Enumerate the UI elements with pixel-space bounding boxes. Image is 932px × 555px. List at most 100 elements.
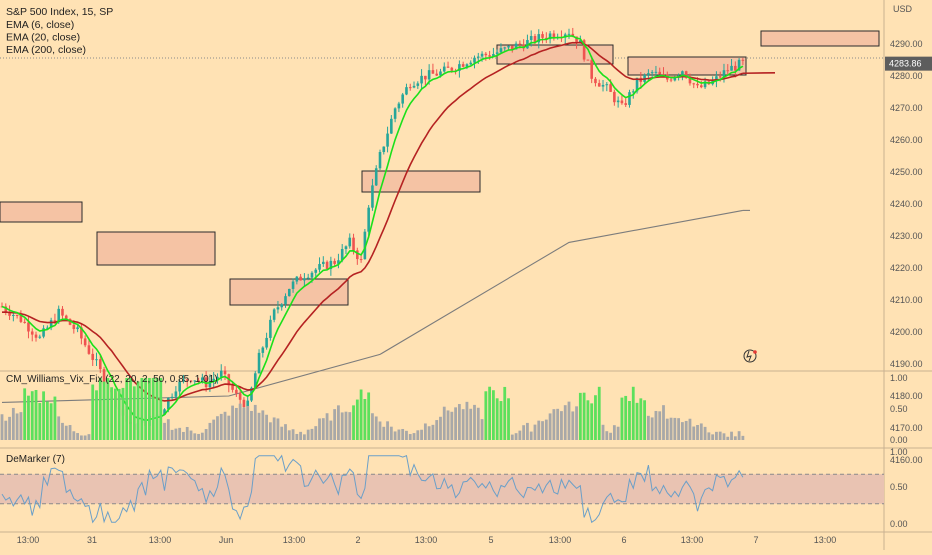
vix-bar — [125, 378, 128, 440]
candle-body — [726, 70, 729, 71]
vix-bar — [515, 433, 518, 440]
drawn-zone[interactable] — [0, 202, 82, 222]
candle-body — [606, 84, 609, 85]
candle-body — [481, 54, 484, 57]
candle-body — [598, 83, 601, 86]
price-tick-label: 4170.00 — [890, 423, 923, 433]
candle-body — [12, 315, 15, 316]
price-tick-label: 4200.00 — [890, 327, 923, 337]
vix-bar — [348, 412, 351, 440]
demarker-tick-label: 1.00 — [890, 447, 908, 457]
vix-bar — [541, 421, 544, 440]
vix-bar — [730, 432, 733, 440]
candle-body — [345, 246, 348, 249]
vix-bar — [696, 425, 699, 440]
vix-bar — [738, 431, 741, 440]
vix-bar — [235, 408, 238, 440]
ema-legend-label[interactable]: EMA (20, close) — [6, 32, 80, 44]
vix-bar — [356, 400, 359, 440]
ema-legend-label[interactable]: EMA (200, close) — [6, 44, 86, 56]
vix-bar — [689, 419, 692, 440]
vix-bar — [307, 430, 310, 440]
vix-bar — [258, 413, 261, 440]
candle-body — [99, 359, 102, 369]
candle-body — [503, 47, 506, 48]
drawn-zone[interactable] — [97, 232, 215, 265]
demarker-band — [0, 474, 884, 504]
candle-body — [91, 354, 94, 360]
ema-legend-label[interactable]: EMA (6, close) — [6, 19, 74, 31]
candle-body — [95, 359, 98, 360]
vix-bar — [140, 378, 143, 440]
candle-body — [451, 68, 454, 71]
vix-bar — [167, 419, 170, 440]
candle-body — [719, 76, 722, 77]
vix-bar — [564, 405, 567, 440]
vix-tick-label: 0.00 — [890, 435, 908, 445]
candle-body — [587, 60, 590, 61]
candle-body — [519, 44, 522, 45]
candle-body — [35, 335, 38, 338]
vix-bar — [360, 389, 363, 440]
candle-body — [488, 55, 491, 57]
vix-bar — [715, 432, 718, 440]
demarker-indicator-label[interactable]: DeMarker (7) — [6, 454, 65, 465]
candle-body — [243, 400, 246, 407]
vix-bar — [624, 396, 627, 440]
vix-bar — [632, 387, 635, 440]
time-tick-label: 13:00 — [149, 535, 172, 545]
drawn-zone[interactable] — [761, 31, 879, 46]
candle-body — [303, 278, 306, 280]
candle-body — [613, 92, 616, 102]
candle-body — [23, 322, 26, 323]
vix-bar — [20, 412, 23, 440]
vix-bar — [23, 388, 26, 440]
vix-bar — [681, 422, 684, 440]
vix-bar — [182, 432, 185, 440]
candle-body — [258, 353, 261, 373]
vix-bar — [481, 419, 484, 440]
candle-body — [326, 262, 329, 269]
price-tick-label: 4190.00 — [890, 359, 923, 369]
vix-bar — [106, 378, 109, 440]
vix-bar — [80, 435, 83, 440]
candle-body — [485, 54, 488, 55]
vix-bar — [602, 425, 605, 440]
vix-bar — [643, 400, 646, 440]
vix-bar — [178, 428, 181, 440]
vix-bar — [556, 409, 559, 440]
vix-bar — [549, 413, 552, 440]
candle-body — [224, 371, 227, 375]
vix-bar — [719, 432, 722, 440]
candle-body — [651, 72, 654, 73]
candle-body — [235, 390, 238, 394]
vix-bar — [579, 393, 582, 440]
vix-bar — [337, 405, 340, 440]
vix-bar — [466, 402, 469, 440]
candle-body — [269, 320, 272, 338]
vix-bar — [651, 417, 654, 440]
vix-bar — [88, 434, 91, 440]
candle-body — [394, 108, 397, 118]
candle-body — [432, 70, 435, 74]
price-tick-label: 4290.00 — [890, 39, 923, 49]
vix-bar — [250, 411, 253, 440]
drawn-zone[interactable] — [497, 45, 613, 64]
candle-body — [647, 73, 650, 75]
vix-bar — [352, 405, 355, 440]
demarker-tick-label: 0.00 — [890, 519, 908, 529]
vix-bar — [280, 427, 283, 440]
vix-bar — [655, 411, 658, 440]
vix-bar — [617, 427, 620, 440]
candle-body — [594, 79, 597, 83]
vix-bar — [137, 381, 140, 440]
candle-body — [371, 185, 374, 207]
symbol-title[interactable]: S&P 500 Index, 15, SP — [6, 6, 113, 18]
vix-bar — [311, 429, 314, 440]
candle-body — [379, 152, 382, 168]
vix-bar — [103, 382, 106, 440]
drawn-zone[interactable] — [362, 171, 480, 192]
candle-body — [273, 309, 276, 319]
vix-indicator-label[interactable]: CM_Williams_Vix_Fix (22, 20, 2, 50, 0.85… — [6, 374, 218, 385]
